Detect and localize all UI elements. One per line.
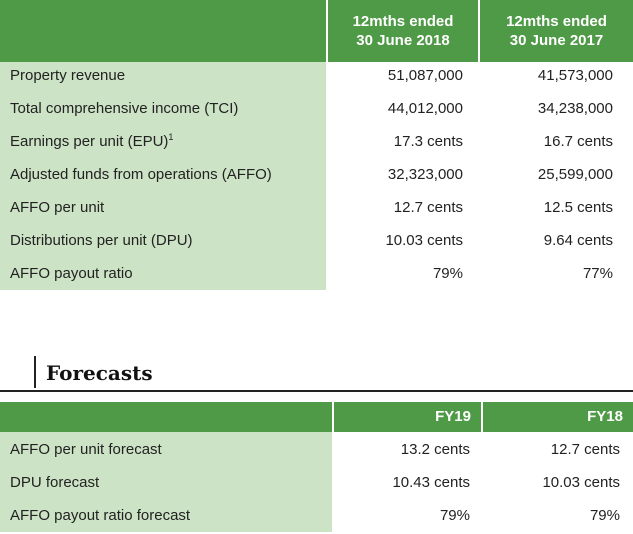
- results-header-2018: 12mths ended 30 June 2018: [328, 0, 478, 62]
- header-line1: 12mths ended: [506, 13, 607, 30]
- forecasts-label-column-background: [0, 432, 332, 532]
- row-label-tci: Total comprehensive income (TCI): [10, 100, 239, 117]
- row-label-affo-per-unit: AFFO per unit: [10, 199, 105, 216]
- row-label-affo: Adjusted funds from operations (AFFO): [10, 166, 272, 183]
- cell-2018: 79%: [432, 265, 463, 282]
- cell-2017: 12.5 cents: [543, 199, 613, 216]
- cell-2018: 12.7 cents: [393, 199, 463, 216]
- cell-fy19: 10.43 cents: [392, 474, 470, 491]
- cell-2017: 9.64 cents: [543, 232, 613, 249]
- row-label-affo-payout-ratio-forecast: AFFO payout ratio forecast: [10, 507, 191, 524]
- cell-2018: 51,087,000: [387, 67, 463, 84]
- results-label-column-background: [0, 62, 326, 290]
- cell-2017: 16.7 cents: [543, 133, 613, 150]
- header-line2: 30 June 2017: [509, 32, 604, 49]
- row-label-text: Earnings per unit (EPU): [10, 133, 169, 150]
- cell-fy18: 79%: [589, 507, 620, 524]
- row-label-epu: Earnings per unit (EPU)1: [10, 125, 322, 158]
- cell-2018: 32,323,000: [387, 166, 463, 183]
- header-line2: 30 June 2018: [356, 32, 450, 49]
- header-line1: 12mths ended: [352, 13, 454, 30]
- cell-2017: 34,238,000: [537, 100, 613, 117]
- row-label-affo-payout-ratio: AFFO payout ratio: [10, 265, 133, 282]
- footnote-marker: 1: [168, 132, 174, 142]
- cell-2018: 10.03 cents: [385, 232, 463, 249]
- row-label-dpu-forecast: DPU forecast: [10, 474, 100, 491]
- results-header-blank-cell: [0, 0, 326, 62]
- cell-2017: 77%: [582, 265, 613, 282]
- forecasts-heading: Forecasts: [46, 361, 153, 385]
- forecasts-header-blank-cell: [0, 402, 332, 432]
- section-divider: [0, 390, 633, 392]
- cell-fy19: 79%: [439, 507, 470, 524]
- cell-2017: 41,573,000: [537, 67, 613, 84]
- cell-fy18: 12.7 cents: [550, 441, 620, 458]
- results-header-2017: 12mths ended 30 June 2017: [480, 0, 633, 62]
- cell-fy19: 13.2 cents: [400, 441, 470, 458]
- cell-2018: 17.3 cents: [393, 133, 463, 150]
- row-label-property-revenue: Property revenue: [10, 67, 126, 84]
- forecasts-header-fy19: FY19: [334, 402, 481, 432]
- section-heading-bar: [34, 356, 36, 388]
- forecasts-header-fy18: FY18: [483, 402, 633, 432]
- cell-2018: 44,012,000: [387, 100, 463, 117]
- row-label-affo-per-unit-forecast: AFFO per unit forecast: [10, 441, 162, 458]
- cell-2017: 25,599,000: [537, 166, 613, 183]
- cell-fy18: 10.03 cents: [542, 474, 620, 491]
- row-label-dpu: Distributions per unit (DPU): [10, 232, 193, 249]
